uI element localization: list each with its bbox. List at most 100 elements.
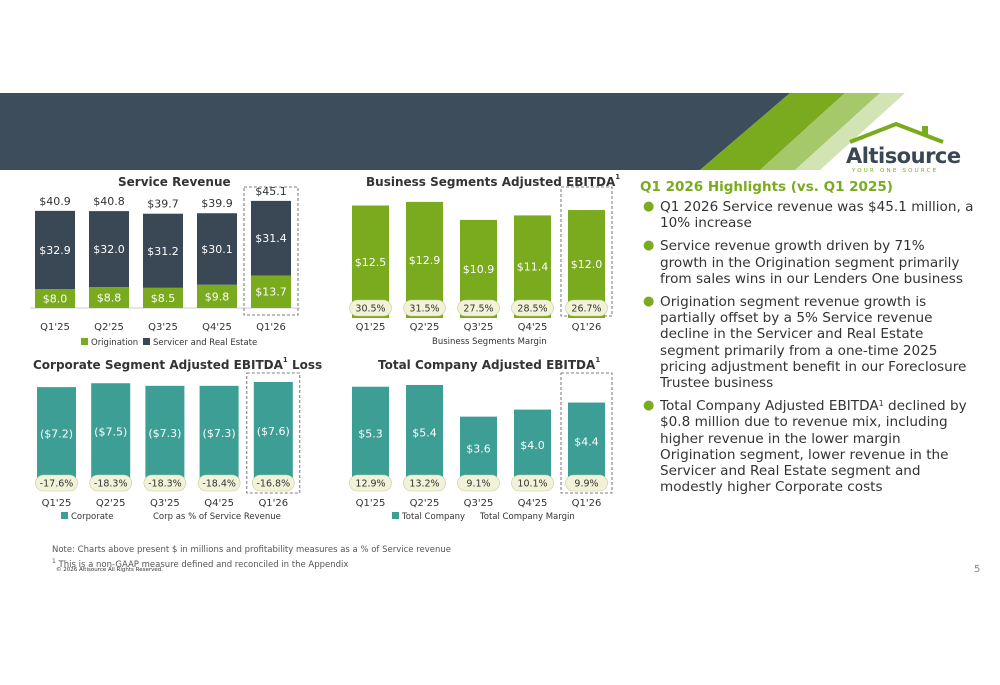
bar-servicer-real-estate <box>251 200 291 276</box>
logo-tagline: YOUR ONE SOURCE <box>852 168 939 174</box>
margin-pill <box>457 299 500 317</box>
highlight-item: ● Origination segment revenue growth is p… <box>643 294 967 392</box>
legend-swatch-origination <box>81 338 88 345</box>
x-tick-label: Q3'25 <box>148 322 178 333</box>
highlight-box <box>243 186 299 316</box>
legend-label-origination: Origination <box>91 338 138 348</box>
data-label: $11.4 <box>517 261 549 274</box>
margin-pill <box>565 299 608 317</box>
data-label: $12.5 <box>355 256 387 269</box>
data-label-servicer: $31.2 <box>147 245 179 258</box>
chart-title-business-segments: Business Segments Adjusted EBITDA1 <box>366 173 621 189</box>
bar <box>253 381 293 480</box>
bar <box>199 385 239 480</box>
bar <box>568 402 605 480</box>
margin-pill <box>511 299 554 317</box>
legend-swatch-total-company <box>392 512 399 519</box>
legend-label-total-company: Total Company <box>401 512 465 522</box>
data-label-origination: $8.8 <box>97 292 122 305</box>
total-label: $39.9 <box>201 197 233 210</box>
footnote-line-2: 1 This is a non-GAAP measure defined and… <box>52 558 349 570</box>
bar-servicer-real-estate <box>197 213 237 285</box>
margin-pill <box>403 474 446 492</box>
house-roof-icon <box>849 121 944 144</box>
total-label: $40.9 <box>39 195 71 208</box>
bar-origination <box>251 275 291 308</box>
x-tick-label: Q4'25 <box>518 498 548 509</box>
margin-pill <box>349 474 392 492</box>
margin-pill <box>349 299 392 317</box>
legend-label-total-margin: Total Company Margin <box>479 512 575 522</box>
data-label: ($7.2) <box>40 428 73 441</box>
bar <box>406 201 443 318</box>
bullet-icon: ● <box>643 294 655 310</box>
margin-pill <box>252 474 295 492</box>
margin-label: -18.3% <box>148 479 182 490</box>
margin-pill <box>35 474 78 492</box>
total-label: $40.8 <box>93 195 125 208</box>
x-tick-label: Q1'25 <box>356 498 386 509</box>
header-banner: TOTAL COMPANY FINANCIAL PERFORMANCE <box>0 93 1000 237</box>
margin-pill <box>403 299 446 317</box>
data-label: $12.9 <box>409 254 441 267</box>
data-label-servicer: $31.4 <box>255 232 287 245</box>
x-tick-label: Q1'25 <box>42 498 72 509</box>
margin-pill <box>511 474 554 492</box>
margin-label: 28.5% <box>517 304 547 315</box>
bar-origination <box>35 289 75 308</box>
data-label: $10.9 <box>463 263 495 276</box>
bar-servicer-real-estate <box>89 211 129 288</box>
chart-title-corporate: Corporate Segment Adjusted EBITDA1 Loss <box>33 356 323 372</box>
bar <box>406 384 443 480</box>
margin-pill <box>89 474 132 492</box>
x-tick-label: Q4'25 <box>204 498 234 509</box>
margin-label: 30.5% <box>355 304 385 315</box>
banner-graphic <box>0 93 1000 170</box>
data-label: $12.0 <box>571 258 603 271</box>
x-tick-label: Q3'25 <box>150 498 180 509</box>
margin-pill <box>457 474 500 492</box>
data-label: $4.4 <box>574 435 599 448</box>
footnote-line-1: Note: Charts above present $ in millions… <box>52 545 452 555</box>
bullet-icon: ● <box>643 398 655 414</box>
bar-origination <box>143 287 183 308</box>
margin-label: 31.5% <box>409 304 439 315</box>
data-label-servicer: $30.1 <box>201 243 233 256</box>
margin-pill <box>197 474 241 492</box>
bar-servicer-real-estate <box>143 213 183 288</box>
data-label-origination: $8.0 <box>43 293 68 306</box>
margin-label: -18.3% <box>94 479 128 490</box>
chart-title-total-company: Total Company Adjusted EBITDA1 <box>378 356 601 372</box>
x-tick-label: Q2'25 <box>410 498 440 509</box>
highlight-box <box>246 372 301 494</box>
bar-origination <box>197 284 237 308</box>
footnote: Note: Charts above present $ in millions… <box>52 545 451 571</box>
margin-label: 9.1% <box>466 479 490 490</box>
legend-label-margin: Business Segments Margin <box>432 337 547 347</box>
margin-label: 9.9% <box>574 479 598 490</box>
margin-label: 27.5% <box>463 304 493 315</box>
x-tick-label: Q1'25 <box>40 322 70 333</box>
data-label-servicer: $32.9 <box>39 244 71 257</box>
highlights-list: ● Q1 2026 Service revenue was $45.1 milli… <box>640 199 975 502</box>
x-tick-label: Q1'26 <box>572 498 602 509</box>
highlight-item: ● Service revenue growth driven by 71% gr… <box>643 238 963 287</box>
data-label: ($7.3) <box>203 427 236 440</box>
x-tick-label: Q1'25 <box>356 322 386 333</box>
x-tick-label: Q1'26 <box>572 322 602 333</box>
bar-servicer-real-estate <box>35 210 75 289</box>
margin-pill <box>143 474 187 492</box>
x-tick-label: Q2'25 <box>94 322 124 333</box>
logo-name: Altisource <box>846 144 961 168</box>
copyright: © 2026 Altisource All Rights Reserved. <box>56 567 163 573</box>
highlight-item: ● Q1 2026 Service revenue was $45.1 milli… <box>643 199 974 232</box>
x-tick-label: Q3'25 <box>464 322 494 333</box>
bullet-icon: ● <box>643 238 655 254</box>
x-tick-label: Q1'26 <box>256 322 286 333</box>
bar <box>352 386 389 480</box>
data-label: $3.6 <box>466 442 491 455</box>
total-label: $39.7 <box>147 198 179 211</box>
data-label: $4.0 <box>520 439 545 452</box>
margin-label: -18.4% <box>202 479 236 490</box>
